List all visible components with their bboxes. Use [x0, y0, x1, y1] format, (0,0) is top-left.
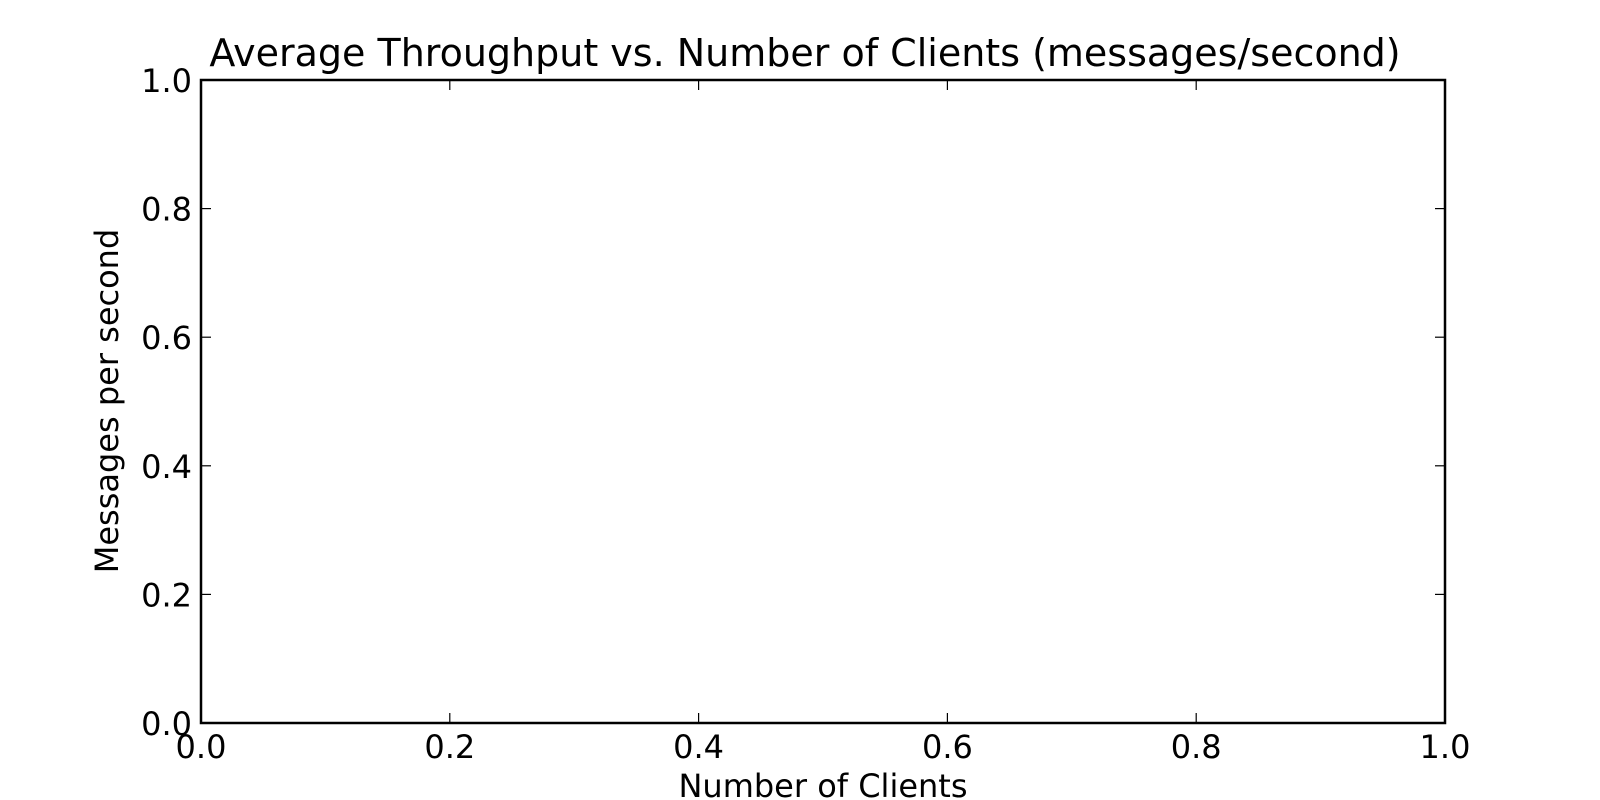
x-axis-label: Number of Clients — [678, 767, 967, 800]
plot-area-frame — [199, 78, 1447, 725]
y-tick-label: 1.0 — [141, 62, 192, 100]
y-axis-ticks: 0.0 0.2 0.4 0.6 0.8 1.0 — [141, 62, 1445, 743]
x-tick-label: 1.0 — [1420, 728, 1471, 766]
y-tick-label: 0.6 — [141, 319, 192, 357]
x-tick-label: 0.4 — [673, 728, 724, 766]
x-axis-ticks: 0.0 0.2 0.4 0.6 0.8 1.0 — [176, 80, 1471, 766]
chart-title: Average Throughput vs. Number of Clients… — [209, 31, 1400, 75]
x-tick-label: 0.6 — [922, 728, 973, 766]
y-axis-label: Messages per second — [88, 229, 126, 574]
y-tick-label: 0.8 — [141, 191, 192, 229]
y-tick-label: 0.2 — [141, 576, 192, 614]
x-tick-label: 0.0 — [176, 728, 227, 766]
y-tick-label: 0.4 — [141, 448, 192, 486]
x-tick-label: 0.2 — [424, 728, 475, 766]
y-tick-label: 0.0 — [141, 705, 192, 743]
x-tick-label: 0.8 — [1171, 728, 1222, 766]
